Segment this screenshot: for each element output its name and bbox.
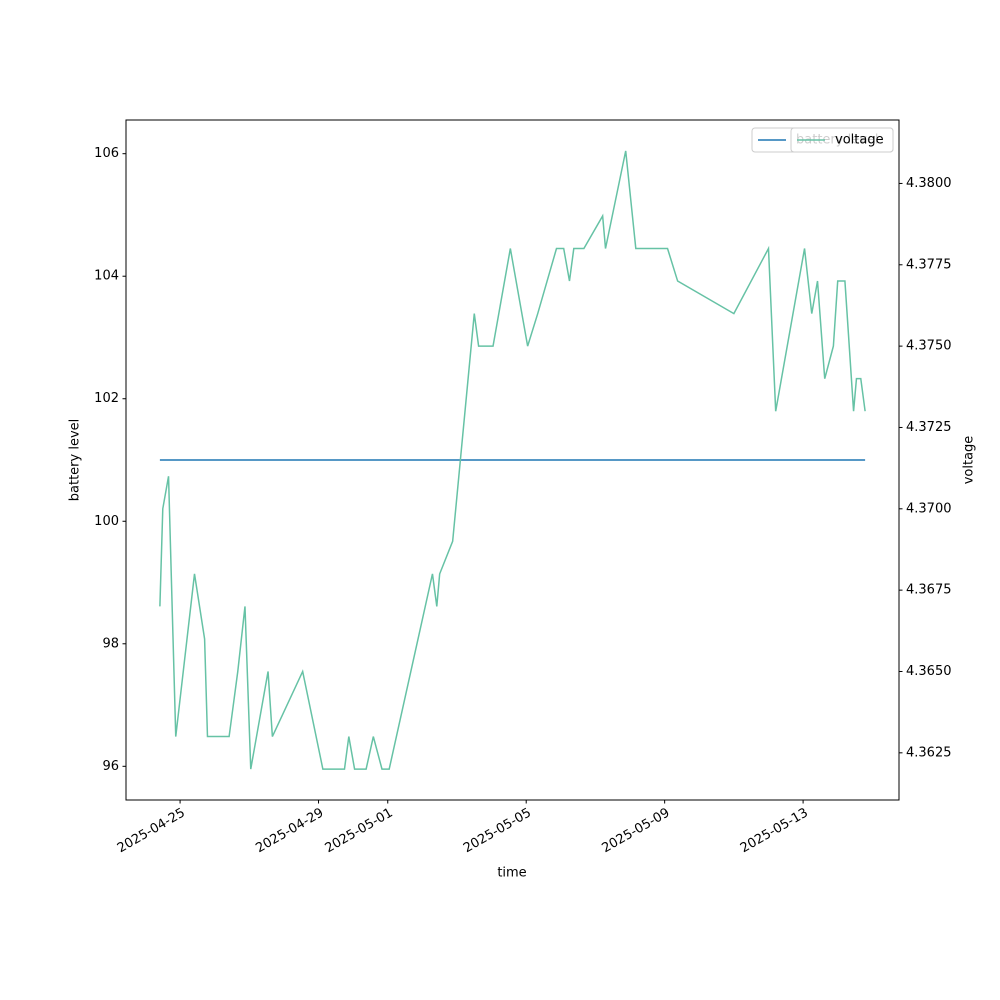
y2-tick-label: 4.3650 xyxy=(906,664,952,679)
y-tick-label: 98 xyxy=(102,636,119,651)
y2-tick-label: 4.3625 xyxy=(906,745,952,760)
legend-box xyxy=(790,127,894,153)
x-tick-label: 2025-05-01 xyxy=(323,806,396,857)
series-line xyxy=(159,150,866,770)
x-tick-label: 2025-05-13 xyxy=(738,806,811,857)
y2-tick-label: 4.3675 xyxy=(906,583,952,598)
y-tick-label: 100 xyxy=(94,514,119,529)
y-tick-label: 102 xyxy=(94,391,119,406)
y-tick-label: 106 xyxy=(94,146,119,161)
y2-tick-label: 4.3800 xyxy=(906,176,952,191)
x-tick-label: 2025-04-25 xyxy=(115,806,188,857)
y2-tick-label: 4.3750 xyxy=(906,339,952,354)
y-tick-label: 96 xyxy=(102,759,119,774)
y2-axis-label: voltage xyxy=(962,436,977,485)
y-axis-label: battery level xyxy=(68,419,83,502)
x-axis-label: time xyxy=(497,866,526,881)
y-tick-label: 104 xyxy=(94,269,119,284)
plot-frame xyxy=(125,119,900,801)
x-tick-label: 2025-05-09 xyxy=(599,806,672,857)
x-tick-label: 2025-04-29 xyxy=(253,806,326,857)
y2-tick-label: 4.3775 xyxy=(906,257,952,272)
x-tick-label: 2025-05-05 xyxy=(461,806,534,857)
y2-tick-label: 4.3725 xyxy=(906,420,952,435)
y2-tick-label: 4.3700 xyxy=(906,501,952,516)
legend-label: voltage xyxy=(835,133,884,148)
